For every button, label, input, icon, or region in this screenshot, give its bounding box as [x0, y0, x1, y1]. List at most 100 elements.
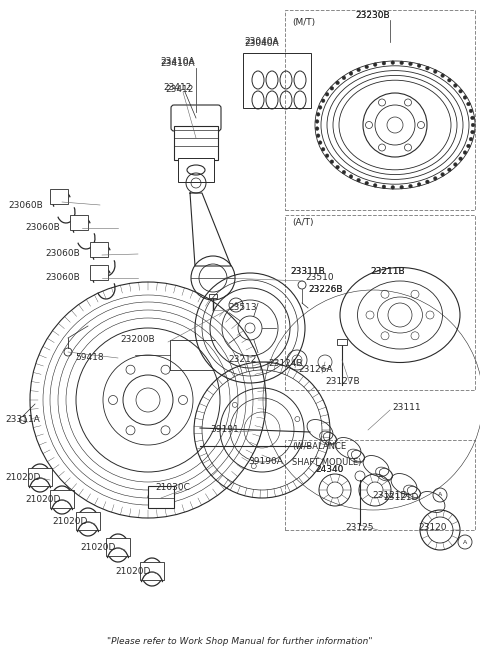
- Bar: [50, 189, 68, 204]
- Text: 21020D: 21020D: [5, 474, 40, 483]
- Circle shape: [426, 180, 429, 183]
- Text: 23127B: 23127B: [325, 377, 360, 386]
- Bar: [106, 538, 130, 556]
- Circle shape: [447, 168, 451, 172]
- Bar: [243, 53, 311, 108]
- Circle shape: [417, 64, 421, 67]
- Text: 23311A: 23311A: [5, 415, 40, 424]
- Circle shape: [400, 61, 404, 65]
- Circle shape: [441, 74, 444, 77]
- Text: 23121D: 23121D: [383, 493, 419, 502]
- Bar: [178, 158, 214, 182]
- Text: 23040A: 23040A: [244, 37, 278, 47]
- Bar: [90, 265, 108, 280]
- Circle shape: [316, 134, 320, 138]
- Circle shape: [365, 181, 369, 185]
- Text: (M/T): (M/T): [292, 18, 315, 26]
- Bar: [28, 468, 52, 486]
- Text: 23226B: 23226B: [308, 286, 343, 295]
- Text: 23111: 23111: [392, 403, 420, 413]
- Text: 23124B: 23124B: [268, 358, 302, 367]
- Circle shape: [318, 105, 322, 109]
- Text: 23060B: 23060B: [8, 200, 43, 210]
- Bar: [50, 490, 74, 508]
- Circle shape: [382, 185, 386, 189]
- Bar: [70, 215, 88, 230]
- Text: 23412: 23412: [163, 83, 192, 92]
- Circle shape: [349, 175, 353, 178]
- Circle shape: [471, 130, 474, 134]
- Circle shape: [382, 62, 386, 65]
- Circle shape: [471, 123, 475, 127]
- Circle shape: [316, 113, 320, 116]
- Circle shape: [463, 96, 467, 100]
- Circle shape: [433, 70, 437, 73]
- Circle shape: [336, 166, 339, 169]
- Circle shape: [321, 99, 325, 103]
- Text: 21020D: 21020D: [80, 544, 115, 553]
- Bar: [285, 10, 475, 210]
- Text: 21020D: 21020D: [115, 567, 150, 576]
- Circle shape: [357, 178, 360, 182]
- Circle shape: [459, 157, 462, 160]
- Circle shape: [463, 151, 467, 155]
- Text: 59418: 59418: [75, 354, 104, 362]
- Text: (A/T): (A/T): [292, 217, 313, 227]
- Text: SHAFT MODULE): SHAFT MODULE): [292, 457, 361, 466]
- Circle shape: [447, 79, 451, 82]
- Circle shape: [426, 66, 429, 70]
- Circle shape: [391, 61, 395, 64]
- Circle shape: [454, 162, 457, 166]
- Text: 23212: 23212: [228, 356, 256, 364]
- Circle shape: [349, 71, 353, 75]
- Bar: [209, 294, 217, 298]
- Bar: [90, 242, 108, 257]
- Circle shape: [365, 65, 369, 69]
- Bar: [285, 440, 475, 530]
- Text: A: A: [234, 303, 238, 307]
- Circle shape: [471, 116, 474, 120]
- Bar: [140, 562, 164, 580]
- Text: 23211B: 23211B: [370, 267, 405, 276]
- Bar: [148, 486, 174, 508]
- Text: A: A: [463, 540, 467, 544]
- Circle shape: [321, 147, 325, 151]
- Text: 23410A: 23410A: [160, 58, 194, 67]
- Text: 39191: 39191: [210, 426, 239, 434]
- Text: "Please refer to Work Shop Manual for further information": "Please refer to Work Shop Manual for fu…: [107, 637, 373, 646]
- Circle shape: [408, 184, 412, 188]
- Circle shape: [325, 92, 329, 96]
- Text: 23125: 23125: [345, 523, 373, 533]
- Text: 39190A: 39190A: [248, 457, 283, 466]
- Text: 23230B: 23230B: [355, 10, 390, 20]
- Circle shape: [391, 185, 395, 189]
- Text: 23226B: 23226B: [308, 286, 343, 295]
- Circle shape: [467, 144, 470, 148]
- Bar: [337, 339, 347, 345]
- Circle shape: [318, 141, 322, 144]
- Bar: [285, 215, 475, 390]
- Text: 23513: 23513: [228, 303, 257, 312]
- Circle shape: [441, 173, 444, 176]
- Bar: [174, 126, 218, 160]
- Text: (W/BALANCE: (W/BALANCE: [292, 443, 346, 451]
- Bar: [76, 512, 100, 530]
- Text: 23230B: 23230B: [355, 10, 390, 20]
- Text: 23060B: 23060B: [25, 223, 60, 233]
- Circle shape: [325, 154, 329, 157]
- Text: 21020D: 21020D: [52, 517, 87, 527]
- Text: 23060B: 23060B: [45, 250, 80, 259]
- Text: 21030C: 21030C: [155, 483, 190, 493]
- Text: 21020D: 21020D: [25, 495, 60, 504]
- Circle shape: [315, 127, 319, 130]
- Circle shape: [373, 63, 377, 66]
- Text: 23510: 23510: [305, 274, 334, 282]
- Circle shape: [408, 62, 412, 66]
- FancyBboxPatch shape: [171, 105, 221, 131]
- Circle shape: [417, 183, 421, 186]
- Text: 23120: 23120: [418, 523, 446, 533]
- Circle shape: [342, 76, 346, 80]
- Circle shape: [459, 90, 462, 93]
- Circle shape: [400, 185, 404, 189]
- Circle shape: [315, 120, 319, 123]
